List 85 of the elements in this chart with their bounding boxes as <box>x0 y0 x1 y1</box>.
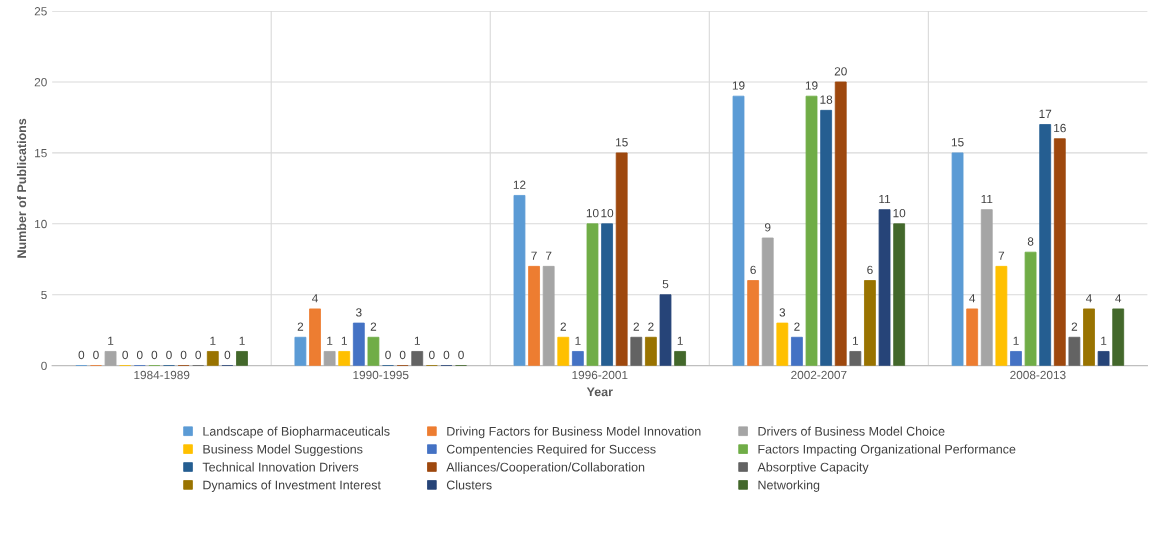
data-label: 17 <box>1039 109 1052 118</box>
data-label: 7 <box>531 251 537 260</box>
data-label: 1 <box>1101 336 1107 345</box>
data-label: 4 <box>969 294 976 303</box>
data-label: 0 <box>429 350 435 360</box>
x-axis-title: Year <box>586 387 613 397</box>
data-label: 19 <box>805 81 818 90</box>
legend-label: Absorptive Capacity <box>757 462 869 474</box>
data-label: 4 <box>1115 294 1122 303</box>
legend-label: Networking <box>758 480 820 492</box>
y-tick-label: 15 <box>35 149 47 158</box>
data-label: 8 <box>1027 237 1034 246</box>
data-label: 2 <box>648 322 654 331</box>
data-label: 0 <box>93 350 99 360</box>
data-label: 2 <box>1071 322 1078 331</box>
data-label: 1 <box>677 336 683 345</box>
data-label: 6 <box>867 265 873 275</box>
legend-label: Technical Innovation Drivers <box>202 462 359 472</box>
data-label: 10 <box>893 208 906 218</box>
data-label: 0 <box>443 350 450 360</box>
x-tick-label: 2008-2013 <box>1010 370 1066 380</box>
data-label: 0 <box>458 350 464 360</box>
data-label: 10 <box>586 208 599 218</box>
legend-label: Clusters <box>446 480 492 490</box>
data-label: 0 <box>399 350 406 360</box>
legend-label: Drivers of Business Model Choice <box>758 426 945 436</box>
x-tick-label: 2002-2007 <box>791 370 847 380</box>
data-label: 11 <box>879 194 891 204</box>
data-label: 1 <box>327 336 333 345</box>
data-label: 1 <box>108 336 114 345</box>
data-label: 0 <box>166 350 172 360</box>
data-label: 0 <box>195 350 202 360</box>
data-label: 0 <box>224 350 231 360</box>
data-label: 1 <box>210 336 216 345</box>
y-tick-label: 10 <box>35 219 47 229</box>
data-label: 6 <box>750 265 756 275</box>
data-label: 10 <box>601 208 614 218</box>
data-label: 1 <box>575 336 581 345</box>
data-label: 20 <box>834 67 847 76</box>
data-label: 15 <box>616 138 628 147</box>
data-label: 3 <box>355 308 362 317</box>
data-label: 1 <box>1013 336 1019 345</box>
y-tick-label: 25 <box>34 7 47 16</box>
data-label: 2 <box>370 322 377 331</box>
legend-label: Landscape of Biopharmaceuticals <box>203 426 390 439</box>
legend-label: Business Model Suggestions <box>203 444 363 457</box>
data-label: 11 <box>981 194 993 204</box>
legend-label: Compentencies Required for Success <box>446 444 656 457</box>
y-tick-label: 0 <box>41 361 47 371</box>
data-label: 0 <box>78 350 85 360</box>
data-label: 19 <box>732 81 745 90</box>
legend-label: Driving Factors for Business Model Innovation <box>447 426 701 439</box>
x-tick-label: 1996-2001 <box>572 370 628 380</box>
data-label: 1 <box>852 336 859 345</box>
data-label: 2 <box>794 322 800 331</box>
legend-label: Dynamics of Investment Interest <box>203 480 381 492</box>
x-tick-label: 1990-1995 <box>353 370 409 380</box>
data-label: 0 <box>136 350 143 360</box>
data-label: 16 <box>1054 123 1066 133</box>
x-tick-label: 1984-1989 <box>134 370 190 380</box>
data-label: 7 <box>545 251 552 260</box>
data-label: 1 <box>414 336 420 345</box>
data-label: 0 <box>122 350 128 360</box>
data-label: 4 <box>1085 294 1092 303</box>
y-axis-title: Number of Publications <box>16 118 27 258</box>
data-label: 0 <box>385 350 391 360</box>
legend-label: Alliances/Cooperation/Collaboration <box>446 462 645 474</box>
y-tick-label: 20 <box>34 78 47 87</box>
data-label: 3 <box>779 308 786 317</box>
y-tick-label: 5 <box>41 290 47 300</box>
data-label: 4 <box>312 294 318 303</box>
data-label: 1 <box>239 336 245 345</box>
data-label: 0 <box>180 350 187 360</box>
data-label: 18 <box>820 95 833 104</box>
legend-label: Factors Impacting Organizational Performance <box>758 444 1016 457</box>
data-label: 0 <box>151 350 158 360</box>
data-label: 2 <box>633 322 639 331</box>
data-label: 1 <box>341 336 347 345</box>
data-label: 2 <box>560 322 566 331</box>
data-label: 9 <box>764 223 771 232</box>
data-label: 7 <box>998 251 1005 260</box>
data-label: 15 <box>951 138 964 147</box>
data-label: 5 <box>662 279 669 289</box>
data-label: 12 <box>513 180 526 189</box>
data-label: 2 <box>297 322 304 331</box>
